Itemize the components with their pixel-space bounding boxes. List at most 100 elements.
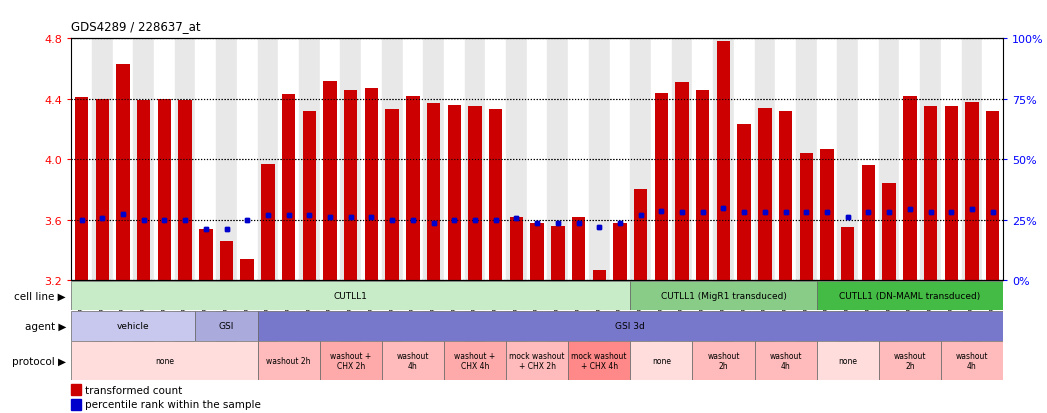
Bar xyxy=(961,311,982,341)
Bar xyxy=(402,341,423,380)
Bar xyxy=(569,341,588,380)
Bar xyxy=(71,384,81,395)
Bar xyxy=(614,223,627,280)
Bar xyxy=(402,311,423,341)
Text: mock washout
+ CHX 2h: mock washout + CHX 2h xyxy=(509,351,565,370)
Bar xyxy=(527,341,548,380)
Bar xyxy=(817,311,838,341)
Bar xyxy=(196,39,216,280)
Bar xyxy=(651,311,672,341)
Bar xyxy=(178,101,192,280)
Bar xyxy=(447,106,461,280)
Bar xyxy=(385,110,399,280)
Bar xyxy=(841,228,854,280)
Bar xyxy=(216,39,237,280)
Bar xyxy=(755,311,775,341)
Bar xyxy=(920,281,941,311)
Bar xyxy=(137,101,151,280)
Bar xyxy=(489,110,503,280)
Bar xyxy=(506,39,527,280)
Bar xyxy=(531,223,543,280)
Bar xyxy=(303,112,316,280)
Bar xyxy=(961,341,982,380)
Bar xyxy=(758,109,772,280)
Bar xyxy=(527,281,548,311)
Bar xyxy=(319,39,340,280)
Bar xyxy=(775,39,796,280)
Bar xyxy=(382,341,444,380)
Bar xyxy=(319,281,340,311)
Text: transformed count: transformed count xyxy=(85,385,182,395)
Bar xyxy=(196,341,216,380)
Bar xyxy=(817,341,838,380)
Bar xyxy=(672,311,692,341)
Bar xyxy=(423,281,444,311)
Bar xyxy=(569,341,630,380)
Bar xyxy=(796,281,817,311)
Bar xyxy=(344,90,357,280)
Bar xyxy=(364,89,378,280)
Bar xyxy=(531,223,543,280)
Bar xyxy=(755,341,775,380)
Bar xyxy=(692,311,713,341)
Bar xyxy=(489,110,503,280)
Bar xyxy=(340,341,361,380)
Text: washout
2h: washout 2h xyxy=(893,351,927,370)
Bar xyxy=(465,341,486,380)
Bar xyxy=(800,154,814,280)
Bar xyxy=(486,39,506,280)
Bar xyxy=(982,341,1003,380)
Bar xyxy=(137,101,151,280)
Bar xyxy=(444,341,465,380)
Bar xyxy=(633,190,647,280)
Bar xyxy=(220,241,233,280)
Bar xyxy=(324,81,337,280)
Bar xyxy=(717,42,730,280)
Bar xyxy=(859,341,878,380)
Bar xyxy=(196,281,216,311)
Bar xyxy=(734,311,755,341)
Bar xyxy=(427,104,441,280)
Bar xyxy=(696,90,710,280)
Bar xyxy=(113,39,133,280)
Bar xyxy=(883,184,896,280)
Bar xyxy=(692,281,713,311)
Bar xyxy=(279,311,299,341)
Bar xyxy=(920,341,941,380)
Bar xyxy=(406,97,420,280)
Bar xyxy=(651,281,672,311)
Text: washout +
CHX 2h: washout + CHX 2h xyxy=(330,351,372,370)
Bar xyxy=(237,281,258,311)
Bar xyxy=(692,39,713,280)
Bar xyxy=(630,341,651,380)
Bar xyxy=(796,311,817,341)
Bar xyxy=(941,281,961,311)
Text: washout 2h: washout 2h xyxy=(266,356,311,365)
Bar xyxy=(447,106,461,280)
Bar xyxy=(324,81,337,280)
Bar xyxy=(385,110,399,280)
Bar xyxy=(340,281,361,311)
Bar xyxy=(672,39,692,280)
Bar xyxy=(279,281,299,311)
Bar xyxy=(548,341,569,380)
Bar xyxy=(878,39,899,280)
Bar xyxy=(486,311,506,341)
Bar xyxy=(133,281,154,311)
Bar xyxy=(175,39,196,280)
Text: washout
4h: washout 4h xyxy=(770,351,802,370)
Bar xyxy=(95,100,109,280)
Bar xyxy=(899,39,920,280)
Bar xyxy=(506,341,569,380)
Bar xyxy=(506,341,527,380)
Bar xyxy=(923,107,937,280)
Bar xyxy=(630,281,817,311)
Bar xyxy=(299,341,319,380)
Bar xyxy=(486,281,506,311)
Bar xyxy=(982,39,1003,280)
Bar xyxy=(941,311,961,341)
Bar xyxy=(944,107,958,280)
Bar xyxy=(899,281,920,311)
Bar xyxy=(361,311,382,341)
Bar xyxy=(755,341,817,380)
